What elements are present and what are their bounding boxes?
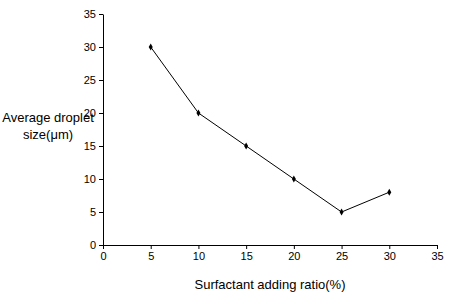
tick-mark <box>151 245 152 249</box>
tick: 10 <box>193 245 205 262</box>
tick-mark <box>103 245 104 249</box>
tick-mark <box>99 212 103 213</box>
tick-mark <box>99 146 103 147</box>
tick: 10 <box>84 173 103 185</box>
tick-label: 0 <box>100 250 106 262</box>
data-point <box>196 110 200 117</box>
tick-mark <box>99 47 103 48</box>
data-point <box>292 176 296 183</box>
tick-label: 5 <box>148 250 154 262</box>
tick-label: 0 <box>90 239 96 251</box>
tick-label: 30 <box>84 41 96 53</box>
tick-label: 25 <box>336 250 348 262</box>
tick-label: 20 <box>288 250 300 262</box>
x-axis: 0 5 10 15 20 25 30 35 <box>100 245 443 262</box>
x-axis-title: Surfactant adding ratio(%) <box>194 277 345 292</box>
data-point <box>387 189 391 196</box>
data-point <box>149 44 153 51</box>
x-axis-line <box>104 245 438 246</box>
tick: 35 <box>431 245 443 262</box>
tick-mark <box>99 14 103 15</box>
plot-marks <box>149 44 392 216</box>
tick-mark <box>437 245 438 249</box>
tick-mark <box>99 80 103 81</box>
tick-mark <box>198 245 199 249</box>
y-axis-title-line: Average droplet <box>2 110 94 125</box>
tick-mark <box>389 245 390 249</box>
y-axis-title-line: size(μm) <box>23 127 73 142</box>
tick-mark <box>99 179 103 180</box>
tick-mark <box>99 245 103 246</box>
tick-mark <box>246 245 247 249</box>
tick-label: 5 <box>90 206 96 218</box>
tick: 25 <box>84 74 103 86</box>
tick: 5 <box>148 245 154 262</box>
tick: 0 <box>100 245 106 262</box>
tick-label: 35 <box>431 250 443 262</box>
tick-label: 35 <box>84 8 96 20</box>
tick: 30 <box>84 41 103 53</box>
tick: 5 <box>90 206 103 218</box>
data-point <box>244 143 248 150</box>
tick-label: 25 <box>84 74 96 86</box>
y-axis-title: Average droplet size(μm) <box>2 110 94 142</box>
tick-label: 30 <box>384 250 396 262</box>
tick-label: 15 <box>84 140 96 152</box>
tick: 25 <box>336 245 348 262</box>
tick-label: 10 <box>84 173 96 185</box>
tick-mark <box>294 245 295 249</box>
data-point <box>340 209 344 216</box>
tick-mark <box>99 113 103 114</box>
tick-label: 15 <box>241 250 253 262</box>
tick: 35 <box>84 8 103 20</box>
tick-label: 10 <box>193 250 205 262</box>
tick: 30 <box>384 245 396 262</box>
chart: 0510152025303505101520253035Surfactant a… <box>0 0 465 304</box>
tick-mark <box>342 245 343 249</box>
tick: 15 <box>241 245 253 262</box>
y-axis-line <box>103 15 104 246</box>
tick: 15 <box>84 140 103 152</box>
tick: 20 <box>288 245 300 262</box>
tick: 0 <box>90 239 103 251</box>
data-line <box>151 47 390 212</box>
y-axis: 05101520253035 <box>84 8 104 251</box>
